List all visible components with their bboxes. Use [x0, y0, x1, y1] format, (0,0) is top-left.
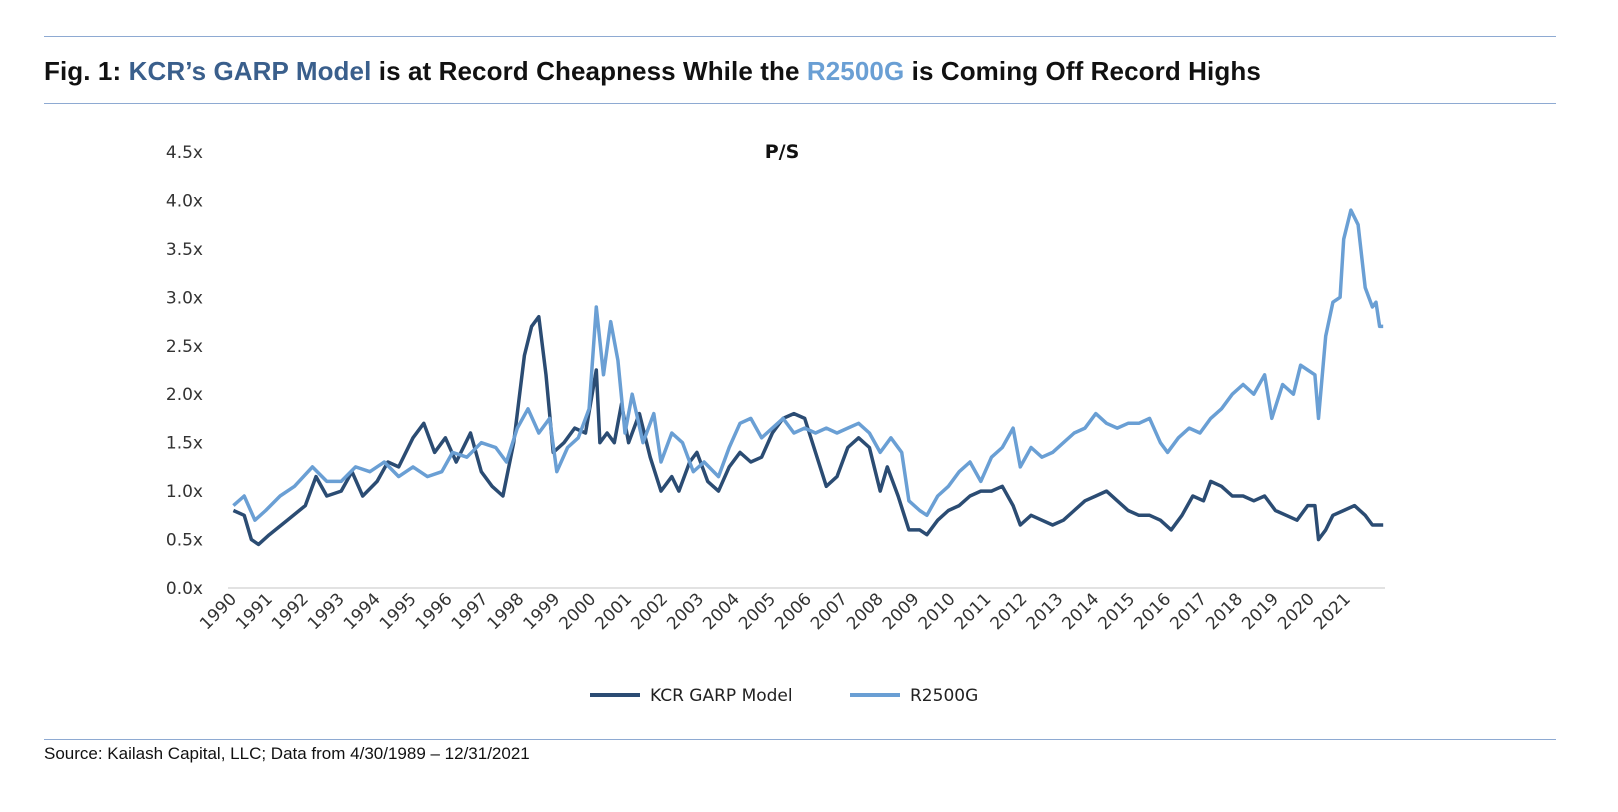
y-tick-label: 1.0x	[166, 482, 203, 502]
chart-title: P/S	[765, 141, 800, 163]
title-suffix: is Coming Off Record Highs	[904, 56, 1261, 86]
legend-label-r2500g: R2500G	[910, 686, 978, 706]
x-tick-label: 1993	[304, 589, 349, 634]
x-tick-label: 2000	[556, 589, 601, 634]
title-mid: is at Record Cheapness While the	[371, 56, 807, 86]
x-tick-label: 2019	[1238, 589, 1283, 634]
y-tick-label: 3.5x	[166, 240, 203, 260]
series-line-r2500g	[232, 208, 1384, 522]
x-tick-label: 2015	[1094, 589, 1139, 634]
x-tick-label: 2012	[987, 589, 1032, 634]
y-tick-label: 0.0x	[166, 579, 203, 599]
x-tick-label: 1992	[268, 589, 313, 634]
x-tick-label: 1997	[448, 589, 493, 634]
x-tick-label: 2005	[735, 589, 780, 634]
y-tick-label: 3.0x	[166, 288, 203, 308]
x-tick-label: 2007	[807, 589, 852, 634]
x-tick-label: 2020	[1274, 589, 1319, 634]
x-tick-label: 2018	[1202, 589, 1247, 634]
x-tick-label: 1994	[340, 589, 385, 634]
source-note: Source: Kailash Capital, LLC; Data from …	[44, 744, 530, 763]
x-tick-label: 2017	[1166, 589, 1211, 634]
x-tick-label: 2011	[951, 589, 996, 634]
x-tick-label: 2013	[1023, 589, 1068, 634]
bottom-rule	[44, 739, 1556, 740]
legend: KCR GARP Model R2500G	[590, 686, 978, 706]
x-tick-label: 1995	[376, 589, 421, 634]
top-rule	[44, 36, 1556, 37]
x-tick-label: 1998	[484, 589, 529, 634]
y-tick-label: 4.0x	[166, 191, 203, 211]
y-tick-label: 1.5x	[166, 434, 203, 454]
y-tick-label: 0.5x	[166, 531, 203, 551]
title-prefix: Fig. 1:	[44, 56, 129, 86]
x-tick-label: 2014	[1059, 589, 1104, 634]
y-tick-label: 2.0x	[166, 385, 203, 405]
x-tick-label: 2021	[1310, 589, 1355, 634]
x-tick-label: 2001	[591, 589, 636, 634]
title-rule	[44, 103, 1556, 104]
x-tick-label: 2016	[1130, 589, 1175, 634]
figure-title: Fig. 1: KCR’s GARP Model is at Record Ch…	[44, 56, 1261, 87]
x-tick-label: 2006	[771, 589, 816, 634]
title-highlight-kcr: KCR’s GARP Model	[128, 56, 372, 86]
x-tick-label: 2003	[663, 589, 708, 634]
y-tick-label: 2.5x	[166, 337, 203, 357]
x-tick-label: 1999	[520, 589, 565, 634]
x-tick-label: 2009	[879, 589, 924, 634]
y-tick-label: 4.5x	[166, 143, 203, 163]
x-tick-label: 2002	[627, 589, 672, 634]
x-tick-label: 2010	[915, 589, 960, 634]
legend-label-kcr: KCR GARP Model	[650, 686, 793, 706]
x-tick-label: 2004	[699, 589, 744, 634]
title-highlight-r2500g: R2500G	[806, 56, 905, 86]
x-tick-label: 2008	[843, 589, 888, 634]
x-tick-label: 1991	[232, 589, 277, 634]
x-tick-label: 1996	[412, 589, 457, 634]
